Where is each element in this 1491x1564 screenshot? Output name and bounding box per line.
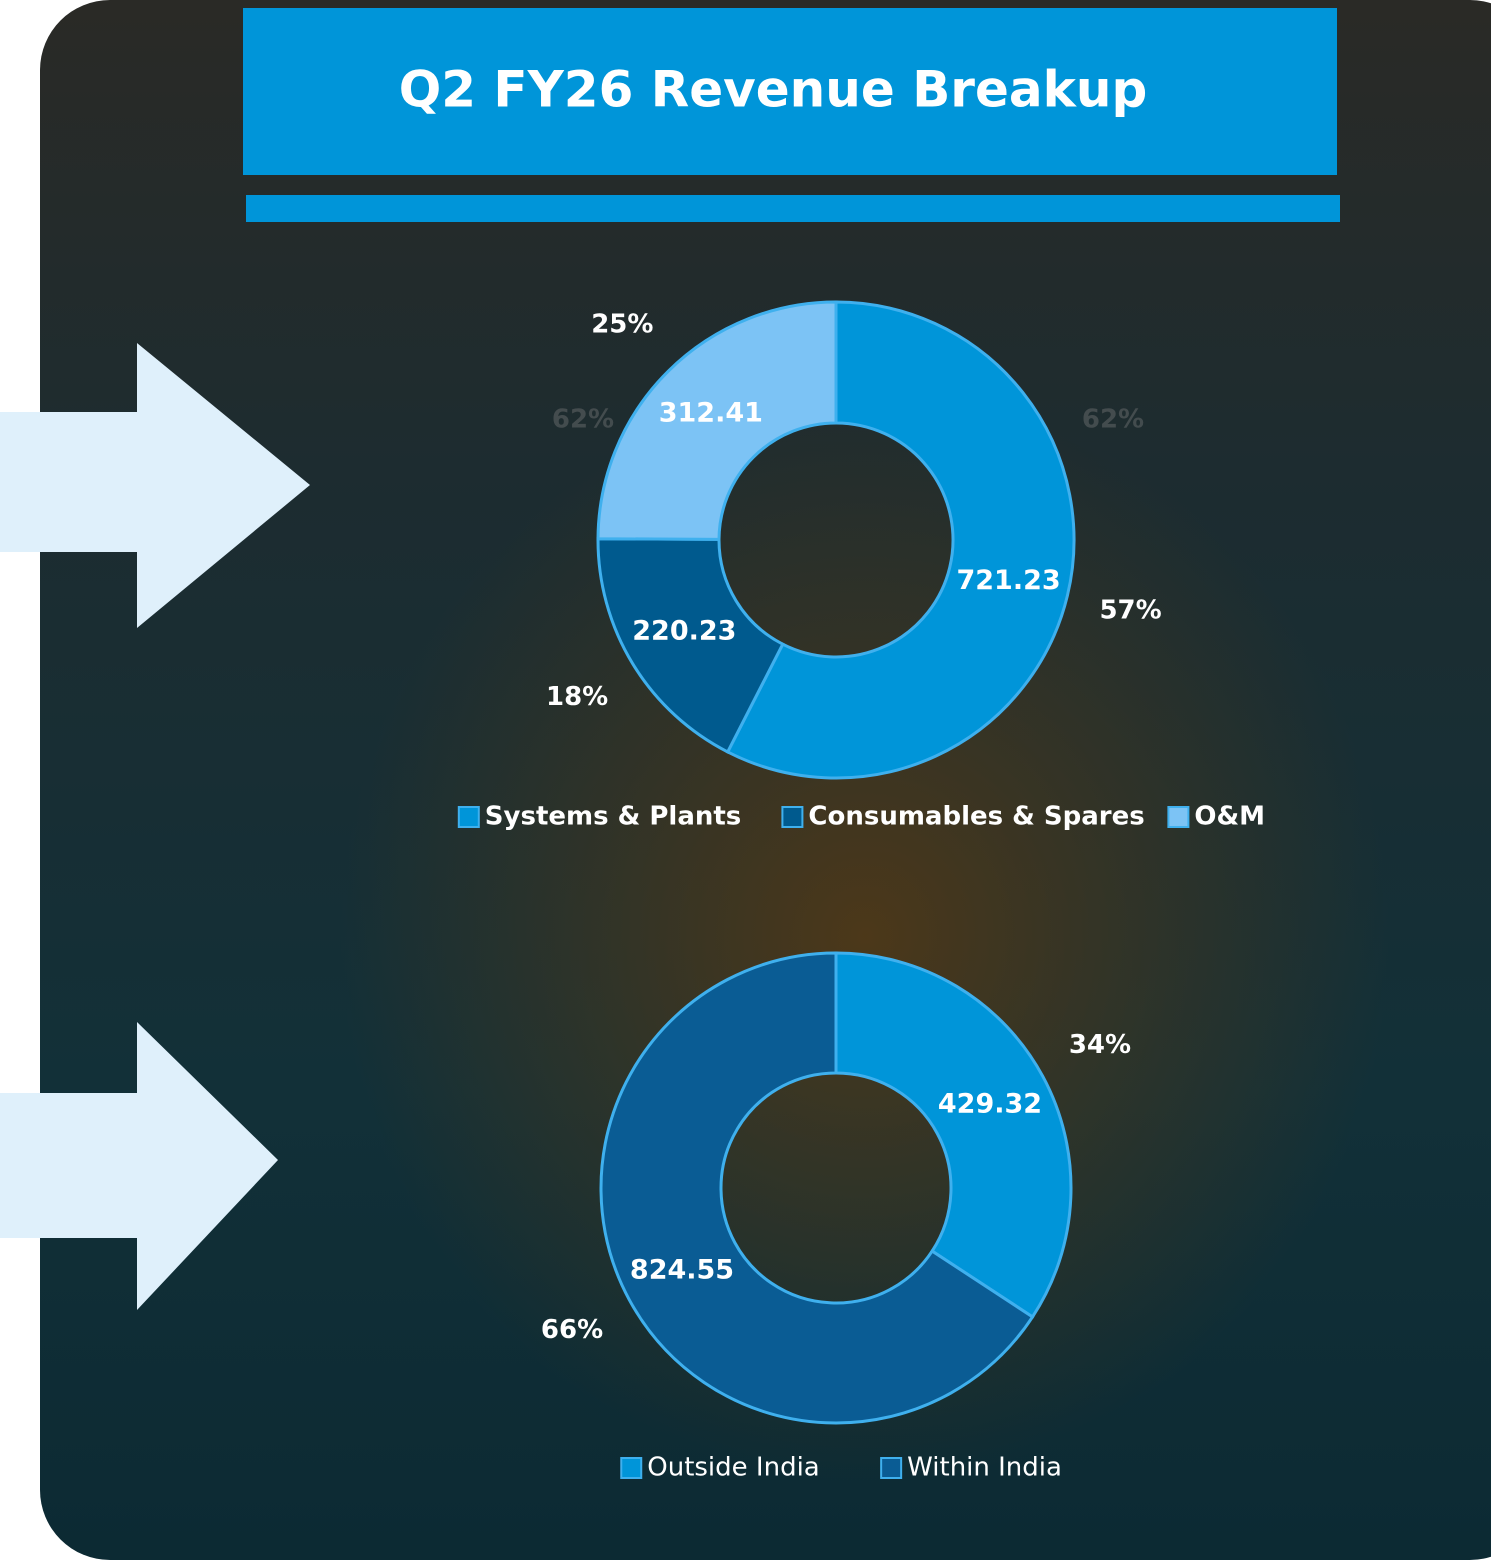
legend-swatch xyxy=(457,806,480,828)
legend-label: Consumables & Spares xyxy=(808,802,1144,832)
donut-slice xyxy=(596,537,785,754)
legend-swatch xyxy=(620,1457,643,1479)
percent-label: 25% xyxy=(591,310,653,340)
percent-label: 34% xyxy=(1069,1030,1131,1060)
value-label: 429.32 xyxy=(938,1088,1042,1119)
annotation: 62% xyxy=(552,405,614,435)
legend-label: Within India xyxy=(907,1453,1062,1483)
title-banner xyxy=(243,8,1337,175)
legend-swatch xyxy=(781,806,804,828)
value-label: 721.23 xyxy=(956,565,1060,596)
donut-slice xyxy=(596,300,838,541)
legend-swatch xyxy=(880,1457,903,1479)
percent-label: 66% xyxy=(541,1315,603,1345)
title: Q2 FY26 Revenue Breakup xyxy=(399,61,1148,119)
arrow xyxy=(0,1022,278,1310)
arrow xyxy=(0,343,310,628)
legend-label: Systems & Plants xyxy=(485,802,741,832)
donut-slice xyxy=(725,300,1076,780)
value-label: 824.55 xyxy=(630,1255,734,1286)
title-underbar xyxy=(246,195,1340,222)
donut-slice xyxy=(834,951,1073,1319)
background-glow xyxy=(40,0,1491,1560)
value-label: 312.41 xyxy=(659,398,763,429)
annotation: 62% xyxy=(1082,405,1144,435)
value-label: 220.23 xyxy=(632,616,736,647)
percent-label: 57% xyxy=(1099,595,1161,625)
legend-swatch xyxy=(1167,806,1190,828)
legend-label: Outside India xyxy=(647,1453,819,1483)
legend-label: O&M xyxy=(1194,802,1265,832)
percent-label: 18% xyxy=(546,682,608,712)
donut-slice xyxy=(599,951,1035,1425)
